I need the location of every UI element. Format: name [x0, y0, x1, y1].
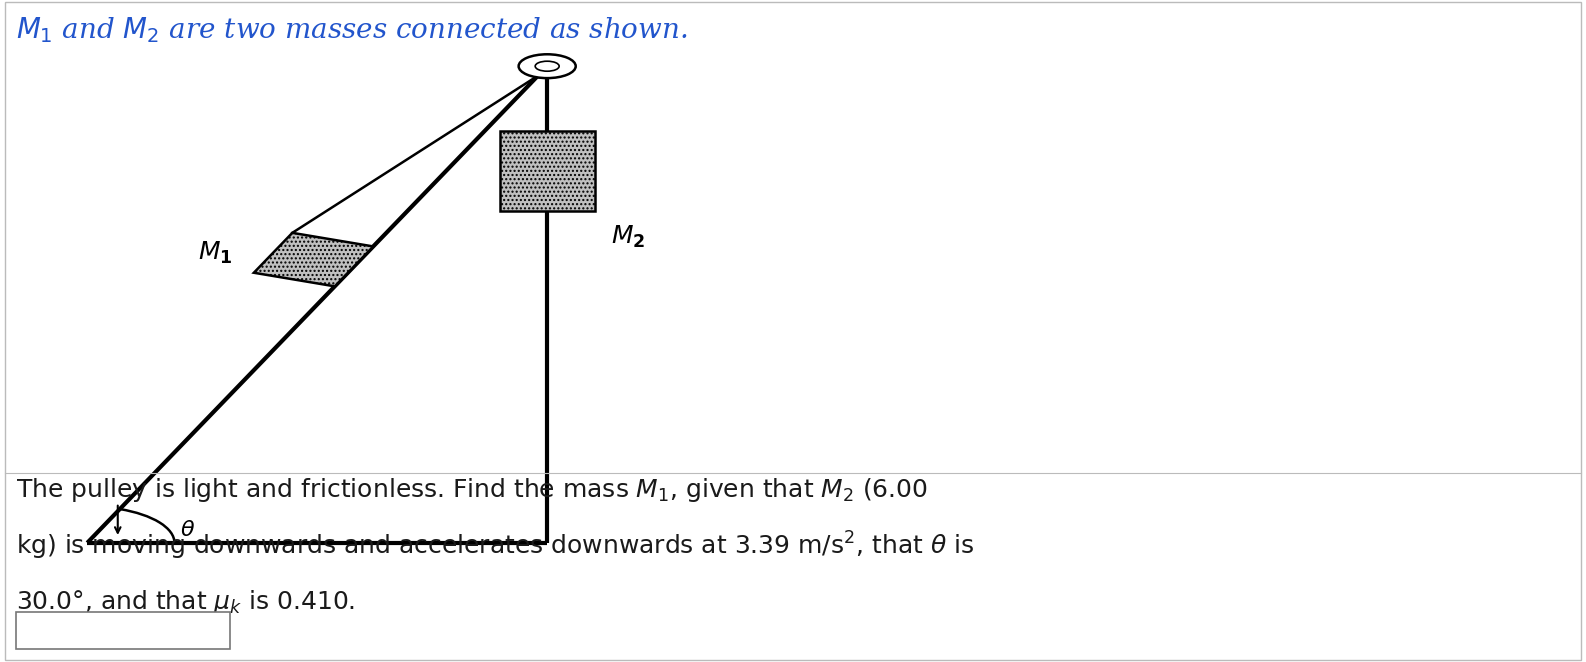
Polygon shape	[254, 233, 373, 287]
Text: $\mathbf{\mathit{M}_2}$: $\mathbf{\mathit{M}_2}$	[611, 224, 646, 250]
Text: $\mathbf{\mathit{M}_1}$: $\mathbf{\mathit{M}_1}$	[198, 240, 232, 266]
Text: $\theta$: $\theta$	[179, 520, 195, 540]
Text: $M_1$ and $M_2$ are two masses connected as shown.: $M_1$ and $M_2$ are two masses connected…	[16, 15, 688, 45]
Text: kg) is moving downwards and accelerates downwards at 3.39 m/s$^2$, that $\theta$: kg) is moving downwards and accelerates …	[16, 530, 974, 562]
Text: 30.0°, and that $\mu_k$ is 0.410.: 30.0°, and that $\mu_k$ is 0.410.	[16, 589, 355, 616]
Bar	[500, 131, 595, 211]
Bar	[16, 612, 230, 649]
Circle shape	[519, 54, 576, 78]
Circle shape	[534, 61, 560, 71]
Text: The pulley is light and frictionless. Find the mass $M_1$, given that $M_2$ (6.0: The pulley is light and frictionless. Fi…	[16, 476, 928, 504]
